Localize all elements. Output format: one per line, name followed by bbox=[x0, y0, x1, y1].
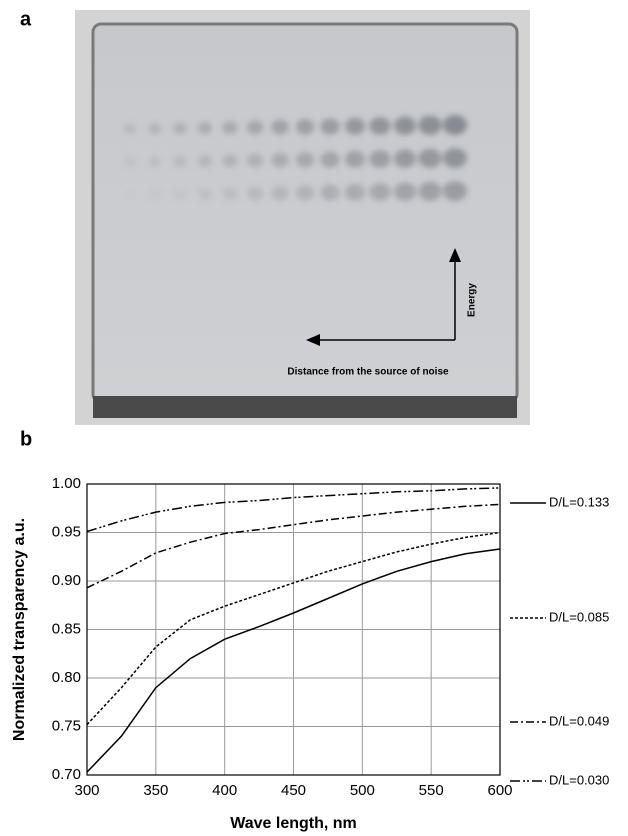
spot bbox=[320, 118, 340, 135]
x-tick-label: 500 bbox=[350, 782, 375, 799]
spot bbox=[369, 150, 391, 168]
y-tick-label: 0.70 bbox=[52, 766, 81, 783]
y-tick-label: 1.00 bbox=[52, 475, 81, 492]
spot bbox=[271, 152, 289, 168]
spot bbox=[344, 150, 366, 168]
series-line bbox=[86, 531, 501, 726]
spot bbox=[344, 183, 366, 201]
spot bbox=[124, 124, 136, 134]
spot bbox=[418, 115, 442, 135]
spot bbox=[443, 148, 467, 168]
x-axis-label: Wave length, nm bbox=[230, 815, 357, 832]
y-tick-label: 0.85 bbox=[52, 620, 81, 637]
y-tick-label: 0.80 bbox=[52, 669, 81, 686]
legend-label: D/L=0.049 bbox=[549, 713, 609, 728]
arrow-head bbox=[306, 334, 320, 346]
spot bbox=[418, 181, 442, 201]
spot bbox=[124, 190, 136, 200]
spot bbox=[369, 183, 391, 201]
series-line bbox=[86, 487, 501, 533]
y-tick-label: 0.90 bbox=[52, 572, 81, 589]
series-line bbox=[86, 548, 501, 773]
legend-label: D/L=0.085 bbox=[549, 609, 609, 624]
y-axis-label: Normalized transparency a.u. bbox=[11, 518, 28, 741]
spot bbox=[295, 119, 315, 135]
plot-frame bbox=[86, 483, 501, 776]
x-tick-label: 350 bbox=[143, 782, 168, 799]
spot bbox=[246, 186, 264, 201]
spot bbox=[271, 119, 289, 135]
spot bbox=[320, 184, 340, 201]
panel-label: a bbox=[20, 8, 32, 30]
panel-label: b bbox=[20, 428, 32, 450]
plate-base bbox=[93, 396, 517, 418]
x-tick-label: 600 bbox=[487, 782, 512, 799]
spot bbox=[222, 187, 238, 201]
spot bbox=[443, 181, 467, 201]
x-tick-label: 400 bbox=[212, 782, 237, 799]
spot bbox=[148, 156, 162, 168]
spot bbox=[443, 115, 467, 135]
spot bbox=[393, 182, 417, 201]
arrow-head bbox=[449, 248, 461, 262]
spot bbox=[295, 152, 315, 168]
spot bbox=[148, 123, 162, 135]
spot bbox=[197, 187, 213, 201]
spot bbox=[271, 185, 289, 201]
x-tick-label: 550 bbox=[419, 782, 444, 799]
legend-label: D/L=0.133 bbox=[549, 494, 609, 509]
spot bbox=[246, 120, 264, 135]
spot bbox=[124, 157, 136, 167]
x-tick-label: 450 bbox=[281, 782, 306, 799]
chart: 0.70 0.75 0.80 0.85 0.90 0.95 1.00 300 350 400 450… bbox=[11, 475, 609, 832]
plate bbox=[91, 22, 519, 404]
spots bbox=[124, 115, 467, 201]
x-tick-label: 300 bbox=[74, 782, 99, 799]
spot bbox=[148, 189, 162, 201]
y-tick-label: 0.95 bbox=[52, 523, 81, 540]
spot bbox=[173, 188, 187, 201]
spot bbox=[246, 153, 264, 168]
spot bbox=[197, 154, 213, 168]
spot bbox=[222, 121, 238, 135]
spot bbox=[344, 117, 366, 135]
energy-label: Energy bbox=[467, 283, 478, 317]
spot bbox=[418, 148, 442, 168]
spot bbox=[320, 151, 340, 168]
spot bbox=[173, 122, 187, 135]
y-tick-label: 0.75 bbox=[52, 717, 81, 734]
spot bbox=[393, 116, 417, 135]
legend-label: D/L=0.030 bbox=[549, 772, 609, 787]
spot bbox=[369, 117, 391, 135]
spot bbox=[222, 154, 238, 168]
spot bbox=[393, 149, 417, 168]
spot bbox=[295, 185, 315, 201]
spot bbox=[173, 155, 187, 168]
distance-label: Distance from the source of noise bbox=[287, 367, 449, 378]
spot bbox=[197, 121, 213, 135]
series-line bbox=[86, 503, 501, 589]
